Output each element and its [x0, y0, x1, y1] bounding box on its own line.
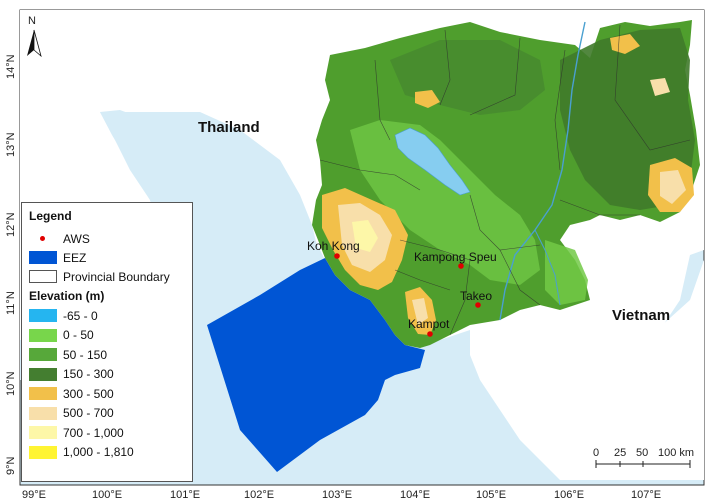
legend-item-boundary: Provincial Boundary	[29, 267, 185, 286]
elevation-class: 700 - 1,000	[29, 423, 185, 443]
elevation-label: 150 - 300	[63, 367, 114, 382]
lon-tick: 103°E	[322, 489, 352, 501]
elevation-label: 50 - 150	[63, 347, 108, 362]
lon-tick: 105°E	[476, 489, 506, 501]
eez-swatch	[29, 251, 57, 264]
lat-tick: 11°N	[5, 291, 17, 315]
lon-tick: 104°E	[400, 489, 430, 501]
station-marker	[334, 253, 340, 259]
northeast-highland-2	[650, 78, 670, 96]
country-label-vietnam: Vietnam	[612, 307, 670, 324]
elevation-class: 150 - 300	[29, 365, 185, 385]
cardamom-peak	[352, 220, 378, 252]
north-arrow: N	[27, 15, 42, 58]
elevation-class: 0 - 50	[29, 326, 185, 346]
lat-tick: 14°N	[5, 54, 17, 79]
tonle-sap-lake	[394, 127, 471, 196]
scale-bar: 0 25 50 100 km	[593, 447, 694, 468]
eez-area	[207, 258, 425, 472]
elevation-label: 1,000 - 1,810	[63, 445, 134, 460]
north-arrow-label: N	[28, 15, 36, 27]
eastern-plateau-light	[660, 170, 686, 204]
station-label: Takeo	[460, 289, 492, 303]
elevation-class: 500 - 700	[29, 404, 185, 424]
elevation-swatch	[29, 426, 57, 440]
lat-tick: 10°N	[5, 371, 17, 396]
elevation-swatch	[29, 328, 57, 342]
lon-tick: 99°E	[22, 489, 46, 501]
lowland-green	[350, 120, 540, 285]
northeast-highland	[610, 34, 640, 54]
station-marker	[458, 263, 464, 269]
northern-highland	[415, 90, 440, 108]
lat-tick: 13°N	[5, 132, 17, 157]
station-marker	[427, 331, 433, 337]
legend-title: Legend	[29, 209, 72, 223]
elevation-swatch	[29, 406, 57, 420]
elevation-swatch	[29, 445, 57, 459]
elephant-peak	[412, 298, 428, 325]
legend-item-label: AWS	[63, 231, 90, 246]
legend-item-eez: EEZ	[29, 248, 185, 267]
elevation-class: 1,000 - 1,810	[29, 443, 185, 463]
station-label: Kampot	[408, 317, 450, 331]
elevation-label: 0 - 50	[63, 328, 94, 343]
scale-label: 0	[593, 447, 599, 459]
elevation-class: 300 - 500	[29, 384, 185, 404]
station-label: Kampong Speu	[414, 250, 497, 264]
scale-label: 100 km	[658, 447, 694, 459]
elevation-title: Elevation (m)	[29, 289, 105, 303]
scale-label: 25	[614, 447, 626, 459]
lon-tick: 107°E	[631, 489, 661, 501]
elevation-label: 300 - 500	[63, 386, 114, 401]
elevation-label: 500 - 700	[63, 406, 114, 421]
lat-tick: 12°N	[5, 212, 17, 237]
lon-tick: 106°E	[554, 489, 584, 501]
elevation-swatch	[29, 309, 57, 323]
country-label-thailand: Thailand	[198, 119, 260, 136]
north-arrow-icon	[27, 30, 34, 56]
elevation-swatch	[29, 348, 57, 362]
elevation-class: 50 - 150	[29, 345, 185, 365]
elevation-swatch	[29, 367, 57, 381]
legend-item-aws: AWS	[29, 229, 185, 248]
elevation-swatch	[29, 387, 57, 401]
lon-tick: 100°E	[92, 489, 122, 501]
map-legend: Legend AWS EEZ Provincial Boundary Eleva…	[21, 202, 193, 482]
lon-tick: 102°E	[244, 489, 274, 501]
mekong-branch	[534, 229, 561, 306]
elevation-label: 700 - 1,000	[63, 425, 124, 440]
aws-dot-icon	[29, 232, 57, 245]
scale-label: 50	[636, 447, 648, 459]
lon-tick: 101°E	[170, 489, 200, 501]
longitude-labels: 99°E 100°E 101°E 102°E 103°E 104°E 105°E…	[22, 489, 661, 501]
legend-item-label: EEZ	[63, 250, 87, 265]
legend-item-label: Provincial Boundary	[63, 269, 170, 284]
station-marker	[475, 302, 481, 308]
aws-stations: Koh Kong Kampong Speu Takeo Kampot	[307, 239, 497, 337]
station-label: Koh Kong	[307, 239, 360, 253]
delta-land	[470, 260, 704, 480]
latitude-labels: 9°N 10°N 11°N 12°N 13°N 14°N	[5, 54, 17, 475]
lowland-green-east	[545, 240, 588, 305]
provincial-boundaries	[319, 24, 691, 336]
elevation-label: -65 - 0	[63, 308, 98, 323]
mekong-river	[499, 21, 586, 321]
boundary-swatch	[29, 270, 57, 283]
elevation-class: -65 - 0	[29, 306, 185, 326]
lat-tick: 9°N	[5, 456, 17, 475]
